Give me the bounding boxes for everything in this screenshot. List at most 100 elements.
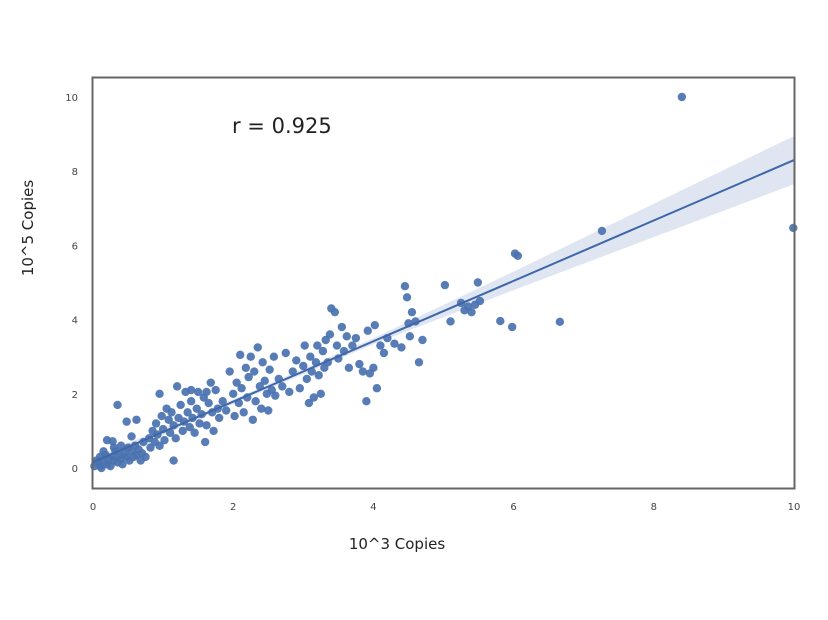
data-point (200, 437, 210, 447)
data-point (314, 371, 323, 380)
data-point (496, 316, 505, 326)
data-point (309, 393, 319, 402)
data-point (405, 332, 415, 341)
data-point (109, 443, 119, 452)
x-tick-label: 10 (788, 502, 801, 513)
data-point (397, 343, 406, 352)
data-point (230, 411, 239, 421)
data-point (507, 322, 517, 332)
x-tick-label: 4 (370, 502, 376, 513)
data-point (278, 382, 287, 391)
y-tick-label: 10 (65, 93, 78, 104)
data-point (241, 363, 251, 373)
data-point (271, 391, 280, 400)
data-point (183, 408, 192, 417)
data-point (185, 422, 194, 432)
data-point (418, 335, 427, 345)
data-point (250, 367, 259, 376)
plot-frame (91, 76, 796, 490)
data-point (379, 348, 389, 358)
data-point (171, 434, 180, 443)
data-point (342, 332, 351, 341)
data-point (344, 363, 354, 373)
ci-band (93, 135, 794, 467)
data-point (251, 397, 260, 406)
data-point (204, 398, 213, 408)
data-point (257, 404, 266, 413)
data-point (269, 352, 279, 361)
data-point (355, 359, 364, 369)
data-point (295, 384, 304, 393)
data-point (209, 426, 218, 436)
y-tick-label: 4 (72, 316, 78, 327)
data-point (260, 376, 269, 386)
data-point (348, 341, 357, 350)
data-point (214, 413, 224, 423)
data-point (677, 92, 687, 102)
data-point (390, 339, 399, 348)
data-point (192, 404, 201, 413)
data-point (195, 419, 204, 428)
data-point (99, 447, 108, 456)
data-point (239, 408, 248, 417)
y-tick-label: 6 (72, 241, 78, 252)
data-point (237, 384, 246, 393)
data-point (202, 421, 211, 430)
data-point (211, 385, 220, 395)
data-point (473, 278, 483, 287)
data-point (176, 400, 185, 410)
data-point (363, 326, 372, 335)
data-point (229, 389, 238, 398)
data-point (141, 452, 150, 462)
data-point (116, 441, 126, 450)
data-point (318, 346, 328, 356)
data-point (358, 367, 368, 376)
data-point (122, 417, 131, 426)
data-point (221, 406, 231, 415)
data-point (202, 387, 211, 397)
data-point (446, 317, 455, 326)
x-tick-label: 0 (90, 502, 96, 513)
data-point (190, 428, 199, 437)
data-point (597, 226, 607, 236)
data-point (281, 348, 290, 358)
data-point (236, 350, 245, 360)
data-point (555, 317, 565, 327)
data-point (172, 382, 182, 391)
data-point (513, 251, 523, 260)
data-point (169, 456, 178, 465)
data-point (253, 343, 262, 352)
data-point (376, 341, 385, 350)
data-point (288, 367, 297, 376)
data-point (244, 372, 253, 382)
data-point (316, 389, 326, 398)
data-point (160, 435, 169, 445)
data-point (304, 398, 314, 408)
regression-line (92, 159, 795, 463)
data-point (225, 367, 234, 376)
data-point (164, 415, 173, 424)
data-point (414, 358, 424, 367)
y-axis-label: 10^5 Copies (19, 180, 37, 277)
data-point (155, 389, 164, 398)
data-point (306, 352, 315, 361)
data-point (248, 415, 258, 424)
data-points (90, 92, 798, 473)
data-point (206, 378, 215, 387)
data-point (186, 385, 196, 395)
y-tick-label: 0 (72, 464, 78, 475)
data-point (789, 223, 798, 233)
data-point (330, 307, 340, 317)
data-point (127, 432, 136, 441)
data-point (325, 330, 335, 339)
data-point (362, 397, 371, 406)
data-point (407, 307, 417, 317)
data-point (402, 293, 412, 302)
data-point (167, 408, 176, 417)
data-point (467, 307, 476, 317)
fit-line (92, 159, 795, 463)
x-axis-ticks: 0 2 4 6 8 10 (90, 502, 801, 513)
data-point (264, 406, 273, 415)
x-tick-label: 8 (651, 502, 657, 513)
